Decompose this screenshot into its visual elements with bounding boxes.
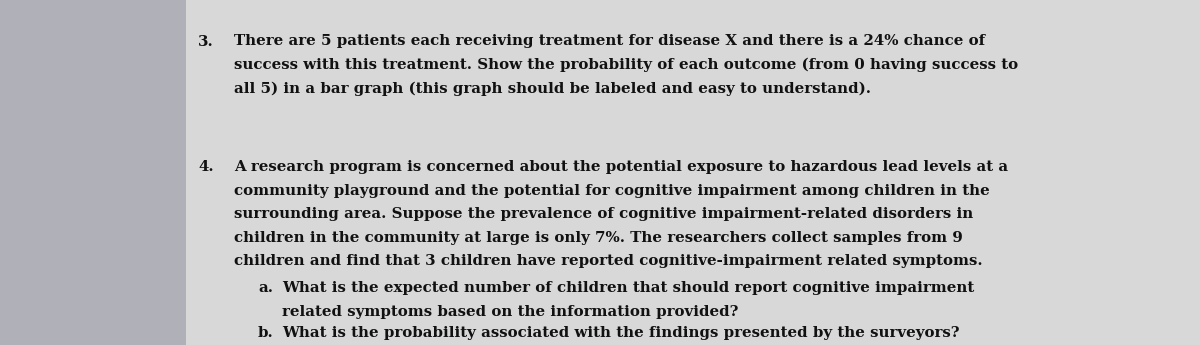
Text: What is the expected number of children that should report cognitive impairment: What is the expected number of children … <box>282 281 974 295</box>
Text: children and find that 3 children have reported cognitive-impairment related sym: children and find that 3 children have r… <box>234 254 983 268</box>
Text: What is the probability associated with the findings presented by the surveyors?: What is the probability associated with … <box>282 326 960 340</box>
Text: a.: a. <box>258 281 274 295</box>
Text: A research program is concerned about the potential exposure to hazardous lead l: A research program is concerned about th… <box>234 160 1008 175</box>
Text: community playground and the potential for cognitive impairment among children i: community playground and the potential f… <box>234 184 990 198</box>
Text: all 5) in a bar graph (this graph should be labeled and easy to understand).: all 5) in a bar graph (this graph should… <box>234 81 871 96</box>
Text: related symptoms based on the information provided?: related symptoms based on the informatio… <box>282 305 738 319</box>
Bar <box>0 0 186 345</box>
Text: 4.: 4. <box>198 160 214 175</box>
Text: b.: b. <box>258 326 274 340</box>
Text: success with this treatment. Show the probability of each outcome (from 0 having: success with this treatment. Show the pr… <box>234 58 1018 72</box>
Text: There are 5 patients each receiving treatment for disease X and there is a 24% c: There are 5 patients each receiving trea… <box>234 34 985 49</box>
Text: 3.: 3. <box>198 34 214 49</box>
Text: children in the community at large is only 7%. The researchers collect samples f: children in the community at large is on… <box>234 231 962 245</box>
Text: surrounding area. Suppose the prevalence of cognitive impairment-related disorde: surrounding area. Suppose the prevalence… <box>234 207 973 221</box>
